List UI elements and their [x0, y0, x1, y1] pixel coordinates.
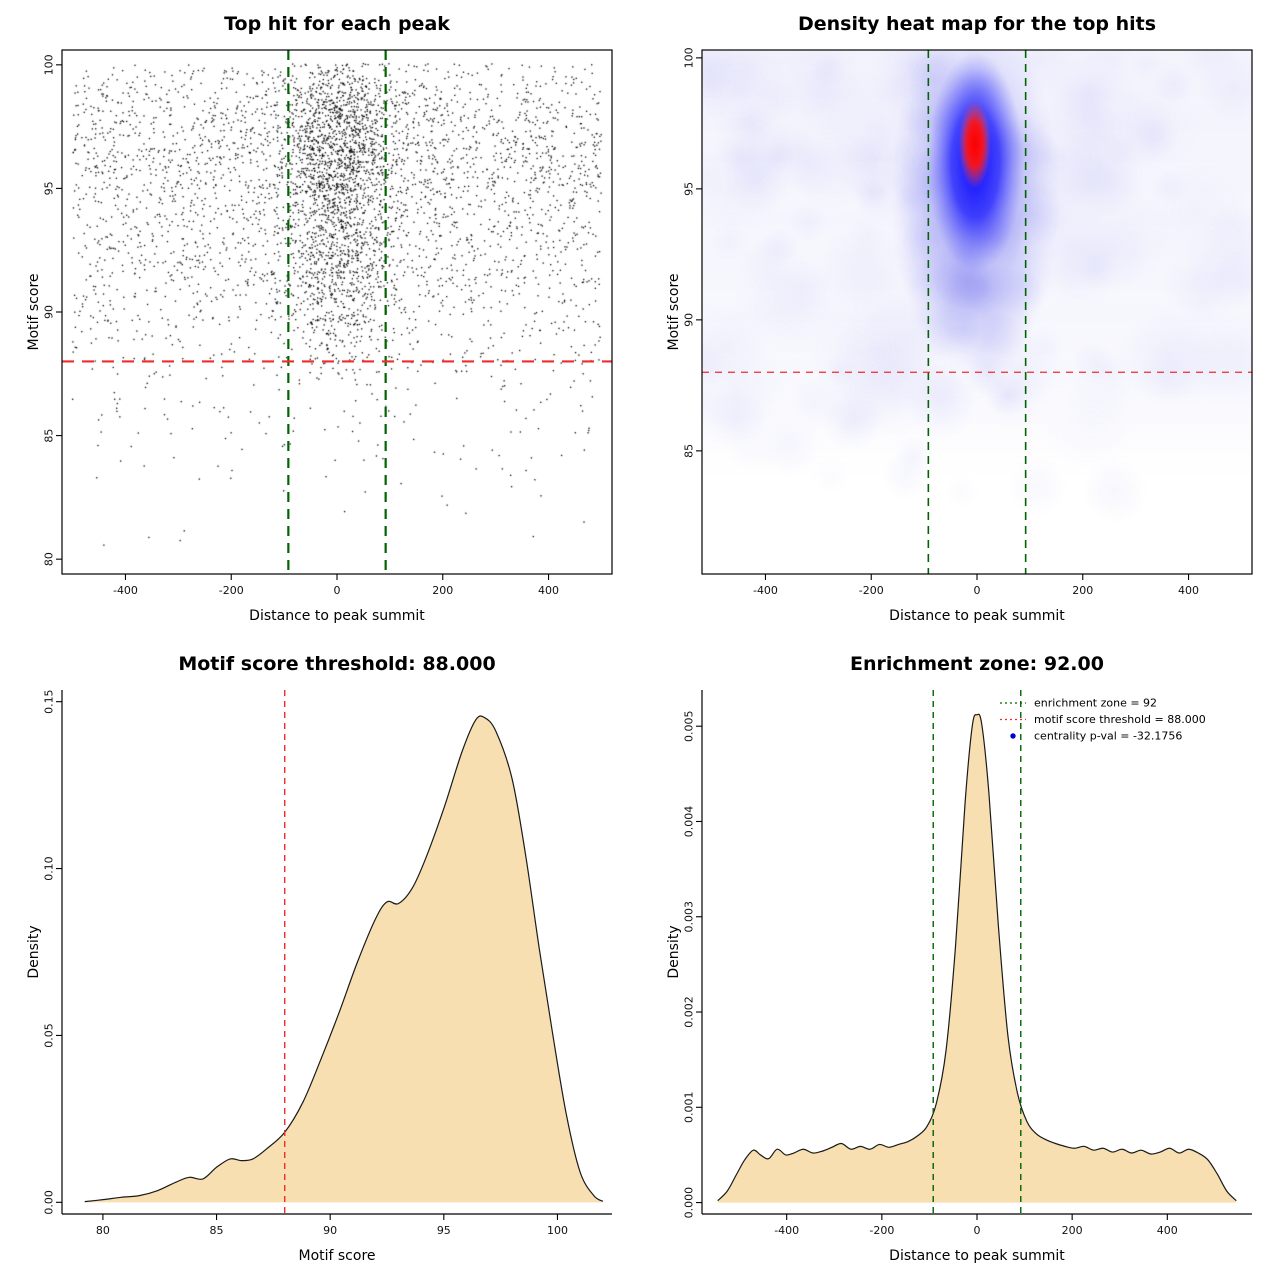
x-axis-label: Distance to peak summit	[889, 608, 1065, 624]
distance-density-svg: -400 -200 0 200 400 0.000 0.001 0.002 0.003 0.004…	[683, 690, 1252, 1237]
y-tick-label: 0.00	[43, 1190, 56, 1215]
y-tick-label: 0.004	[683, 806, 696, 838]
x-tick-label: 95	[437, 1224, 451, 1237]
panel-motif-score-density: Motif score threshold: 88.000 Density Mo…	[0, 640, 640, 1280]
legend-entry-label: centrality p-val = -32.1756	[1034, 730, 1182, 743]
y-tick-label: 100	[683, 47, 696, 68]
y-tick-label: 0.005	[683, 710, 696, 742]
x-tick-label: 0	[334, 584, 341, 597]
legend-point-sample	[1010, 733, 1016, 739]
chart-title: Motif score threshold: 88.000	[178, 653, 496, 675]
panel-distance-density: Enrichment zone: 92.00 Density Distance …	[640, 640, 1280, 1280]
y-tick-label: 95	[43, 181, 56, 195]
panel-density-heatmap: Density heat map for the top hits Motif …	[640, 0, 1280, 640]
legend-entry-label: motif score threshold = 88.000	[1034, 713, 1206, 726]
legend: enrichment zone = 92 motif score threshol…	[1000, 697, 1206, 743]
x-axis-label: Distance to peak summit	[889, 1248, 1065, 1264]
x-tick-label: 400	[1157, 1224, 1178, 1237]
chart-title: Top hit for each peak	[224, 13, 450, 35]
x-tick-label: 400	[1178, 584, 1199, 597]
x-tick-label: 85	[210, 1224, 224, 1237]
plot-frame	[701, 49, 1253, 575]
x-tick-label: 200	[1072, 584, 1093, 597]
chart-title: Density heat map for the top hits	[797, 13, 1157, 35]
y-tick-label: 0.002	[683, 996, 696, 1028]
score-density-svg: 80 85 90 95 100 0.00 0.05 0.10 0.15	[43, 689, 612, 1237]
y-tick-label: 0.000	[683, 1187, 696, 1219]
y-tick-label: 90	[43, 305, 56, 319]
density-area	[717, 714, 1237, 1203]
x-tick-label: 200	[432, 584, 453, 597]
legend-entry-label: enrichment zone = 92	[1034, 697, 1157, 710]
y-tick-label: 0.003	[683, 901, 696, 933]
x-axis-label: Distance to peak summit	[249, 608, 425, 624]
y-tick-label: 0.10	[43, 856, 56, 881]
x-tick-label: -200	[869, 1224, 894, 1237]
density-curve	[84, 715, 604, 1203]
x-tick-label: 0	[974, 1224, 981, 1237]
scatter-points-canvas	[62, 50, 612, 574]
y-tick-label: 100	[43, 54, 56, 75]
y-tick-label: 80	[43, 552, 56, 566]
x-tick-label: -200	[219, 584, 244, 597]
x-tick-label: 90	[323, 1224, 337, 1237]
x-tick-label: -200	[859, 584, 884, 597]
x-tick-label: -400	[774, 1224, 799, 1237]
x-tick-label: -400	[753, 584, 778, 597]
x-tick-label: 80	[96, 1224, 110, 1237]
y-tick-label: 0.001	[683, 1092, 696, 1124]
density-curve	[717, 713, 1237, 1202]
scatter-axes-svg: -400 -200 0 200 400 80 85 90 95 100	[43, 49, 613, 597]
y-tick-label: 95	[683, 182, 696, 196]
panel-top-hits-scatter: Top hit for each peak Motif score Distan…	[0, 0, 640, 640]
x-tick-label: 200	[1062, 1224, 1083, 1237]
heatmap-axes-svg: -400 -200 0 200 400 85 90 95 100	[683, 47, 1253, 597]
y-tick-label: 0.05	[43, 1023, 56, 1048]
plot-frame	[61, 49, 613, 575]
x-tick-label: -400	[113, 584, 138, 597]
x-tick-label: 0	[974, 584, 981, 597]
y-tick-label: 85	[43, 429, 56, 443]
y-tick-label: 85	[683, 444, 696, 458]
density-area	[84, 716, 603, 1203]
y-tick-label: 0.15	[43, 689, 56, 714]
heatmap-canvas	[702, 50, 1252, 574]
x-axis-label: Motif score	[298, 1248, 376, 1264]
chart-title: Enrichment zone: 92.00	[850, 653, 1104, 675]
x-tick-label: 100	[547, 1224, 568, 1237]
x-tick-label: 400	[538, 584, 559, 597]
y-tick-label: 90	[683, 313, 696, 327]
